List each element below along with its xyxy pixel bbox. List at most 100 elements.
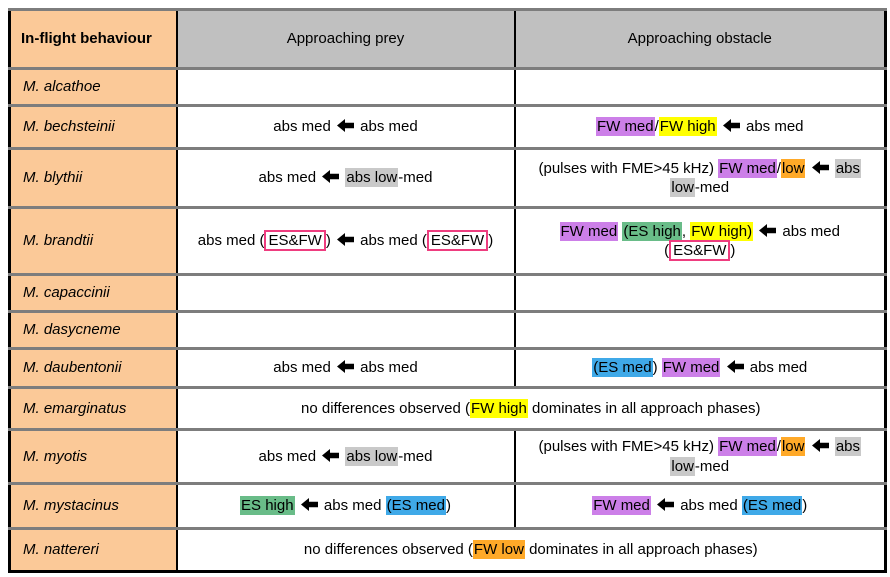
table-row: M. capaccinii bbox=[8, 273, 886, 312]
species-name-cell: M. dasycneme bbox=[8, 310, 177, 349]
approaching-obstacle-cell bbox=[513, 67, 886, 106]
species-name-cell: M. daubentonii bbox=[8, 347, 177, 388]
species-name-cell: M. blythii bbox=[8, 147, 177, 208]
in-flight-behaviour-table: In-flight behaviour Approaching prey App… bbox=[8, 8, 887, 573]
approaching-obstacle-cell bbox=[513, 273, 886, 312]
text-segment: -med bbox=[398, 447, 433, 465]
arrow-left-icon bbox=[811, 439, 829, 452]
pink-boxed-segment: ES&FW bbox=[669, 240, 731, 261]
text-segment: abs med bbox=[319, 497, 386, 515]
header-in-flight-behaviour: In-flight behaviour bbox=[8, 8, 177, 69]
table-row: M. daubentonii abs med abs med (ES med) FW… bbox=[8, 347, 886, 388]
text-segment bbox=[717, 118, 721, 135]
highlight-orange-segment: low bbox=[780, 158, 806, 178]
approaching-prey-cell: abs med abs med bbox=[175, 104, 515, 149]
text-segment: dominates in all approach phases) bbox=[524, 541, 758, 559]
text-segment: (pulses with FME>45 kHz) bbox=[538, 159, 719, 177]
arrow-left-icon bbox=[811, 160, 829, 174]
table-row: M. myotis abs med abs low-med (pulses with… bbox=[8, 428, 886, 484]
approaching-obstacle-cell: FW med abs med (ES med) bbox=[513, 482, 886, 529]
text-segment: ) bbox=[445, 497, 451, 515]
text-segment: (pulses with FME>45 kHz) bbox=[538, 438, 719, 455]
text-segment: -med bbox=[694, 457, 730, 475]
species-name-cell: M. nattereri bbox=[8, 527, 177, 572]
text-segment: abs med ( bbox=[197, 232, 265, 250]
text-segment: abs med bbox=[356, 359, 418, 377]
highlight-gray-segment: abs low bbox=[345, 168, 399, 188]
pink-boxed-segment: ES&FW bbox=[426, 230, 489, 252]
species-name-cell: M. capaccinii bbox=[8, 273, 177, 312]
text-segment: abs med ( bbox=[356, 232, 427, 250]
highlight-green-segment: ES high bbox=[240, 496, 295, 516]
approaching-prey-cell bbox=[175, 310, 515, 349]
text-segment: no differences observed ( bbox=[301, 399, 470, 417]
species-name-cell: M. alcathoe bbox=[8, 67, 177, 106]
approaching-prey-cell: ES high abs med (ES med) bbox=[175, 482, 515, 529]
arrow-left-icon bbox=[322, 448, 340, 462]
highlight-purple-segment: FW med bbox=[718, 437, 777, 456]
text-segment bbox=[720, 359, 724, 376]
highlight-gray-segment: abs bbox=[834, 437, 862, 456]
text-segment: no differences observed ( bbox=[303, 541, 473, 559]
table-row: M. bechsteinii abs med abs med FW med/FW h… bbox=[8, 104, 886, 149]
table-row: M. dasycneme bbox=[8, 310, 886, 349]
arrow-left-icon bbox=[722, 119, 740, 133]
text-segment: dominates in all approach phases) bbox=[527, 399, 761, 417]
highlight-yellow-segment: FW high bbox=[470, 398, 528, 418]
spanning-note-cell: no differences observed (FW high dominat… bbox=[175, 386, 886, 430]
text-segment: -med bbox=[398, 169, 433, 187]
highlight-purple-segment: FW med bbox=[718, 158, 777, 178]
text-segment: , bbox=[681, 222, 691, 240]
text-segment: / bbox=[776, 438, 781, 455]
arrow-left-icon bbox=[337, 360, 354, 374]
highlight-gray-segment: low bbox=[670, 178, 695, 197]
pink-boxed-segment: ES&FW bbox=[264, 230, 326, 252]
highlight-purple-segment: FW med bbox=[661, 358, 721, 378]
species-name-cell: M. brandtii bbox=[8, 206, 177, 275]
approaching-obstacle-cell: (ES med) FW med abs med bbox=[513, 347, 886, 388]
species-name-cell: M. bechsteinii bbox=[8, 104, 177, 149]
table-row: M. blythii abs med abs low-med (pulses wit… bbox=[8, 147, 886, 208]
highlight-blue-segment: (ES med bbox=[592, 358, 653, 378]
table-row: M. alcathoe bbox=[8, 67, 886, 106]
arrow-left-icon bbox=[337, 119, 354, 133]
highlight-gray-segment: abs low bbox=[345, 446, 399, 466]
text-segment: ) bbox=[802, 497, 808, 515]
approaching-obstacle-cell: (pulses with FME>45 kHz) FW med/low abs l… bbox=[513, 147, 886, 208]
highlight-purple-segment: FW med bbox=[559, 221, 619, 241]
approaching-prey-cell: abs med abs med bbox=[175, 347, 515, 388]
text-segment: ) bbox=[325, 232, 335, 250]
arrow-left-icon bbox=[726, 360, 744, 374]
table-row: M. mystacinus ES high abs med (ES med) FW … bbox=[8, 482, 886, 529]
highlight-yellow-segment: FW high) bbox=[690, 221, 754, 241]
arrow-left-icon bbox=[322, 170, 340, 184]
text-segment: -med bbox=[694, 179, 730, 196]
text-segment: abs med bbox=[258, 447, 321, 465]
text-segment bbox=[753, 223, 757, 240]
text-segment bbox=[651, 497, 655, 514]
approaching-prey-cell bbox=[175, 273, 515, 312]
text-segment: ) bbox=[730, 242, 736, 259]
text-segment: abs med bbox=[741, 118, 804, 136]
text-segment: / bbox=[654, 118, 659, 136]
text-segment: abs med bbox=[273, 118, 335, 136]
spanning-note-cell: no differences observed (FW low dominate… bbox=[175, 527, 886, 572]
table-row: M. brandtii abs med (ES&FW) abs med (ES&F… bbox=[8, 206, 886, 275]
text-segment: abs med bbox=[745, 359, 808, 377]
highlight-purple-segment: FW med bbox=[592, 496, 651, 516]
highlight-yellow-segment: FW high bbox=[658, 117, 717, 137]
table-row: M. nattereri no differences observed (FW … bbox=[8, 527, 886, 572]
arrow-left-icon bbox=[657, 498, 675, 512]
header-approaching-prey: Approaching prey bbox=[175, 8, 515, 69]
species-name-cell: M. mystacinus bbox=[8, 482, 177, 529]
species-name-cell: M. emarginatus bbox=[8, 386, 177, 430]
approaching-obstacle-cell: FW med (ES high, FW high) abs med (ES&FW) bbox=[513, 206, 886, 275]
highlight-green-segment: (ES high bbox=[622, 221, 682, 241]
text-segment bbox=[805, 160, 809, 177]
species-name-cell: M. myotis bbox=[8, 428, 177, 484]
highlight-orange-segment: low bbox=[780, 437, 806, 456]
approaching-obstacle-cell: (pulses with FME>45 kHz) FW med/low abs l… bbox=[513, 428, 886, 484]
text-segment bbox=[805, 438, 809, 455]
approaching-prey-cell bbox=[175, 67, 515, 106]
